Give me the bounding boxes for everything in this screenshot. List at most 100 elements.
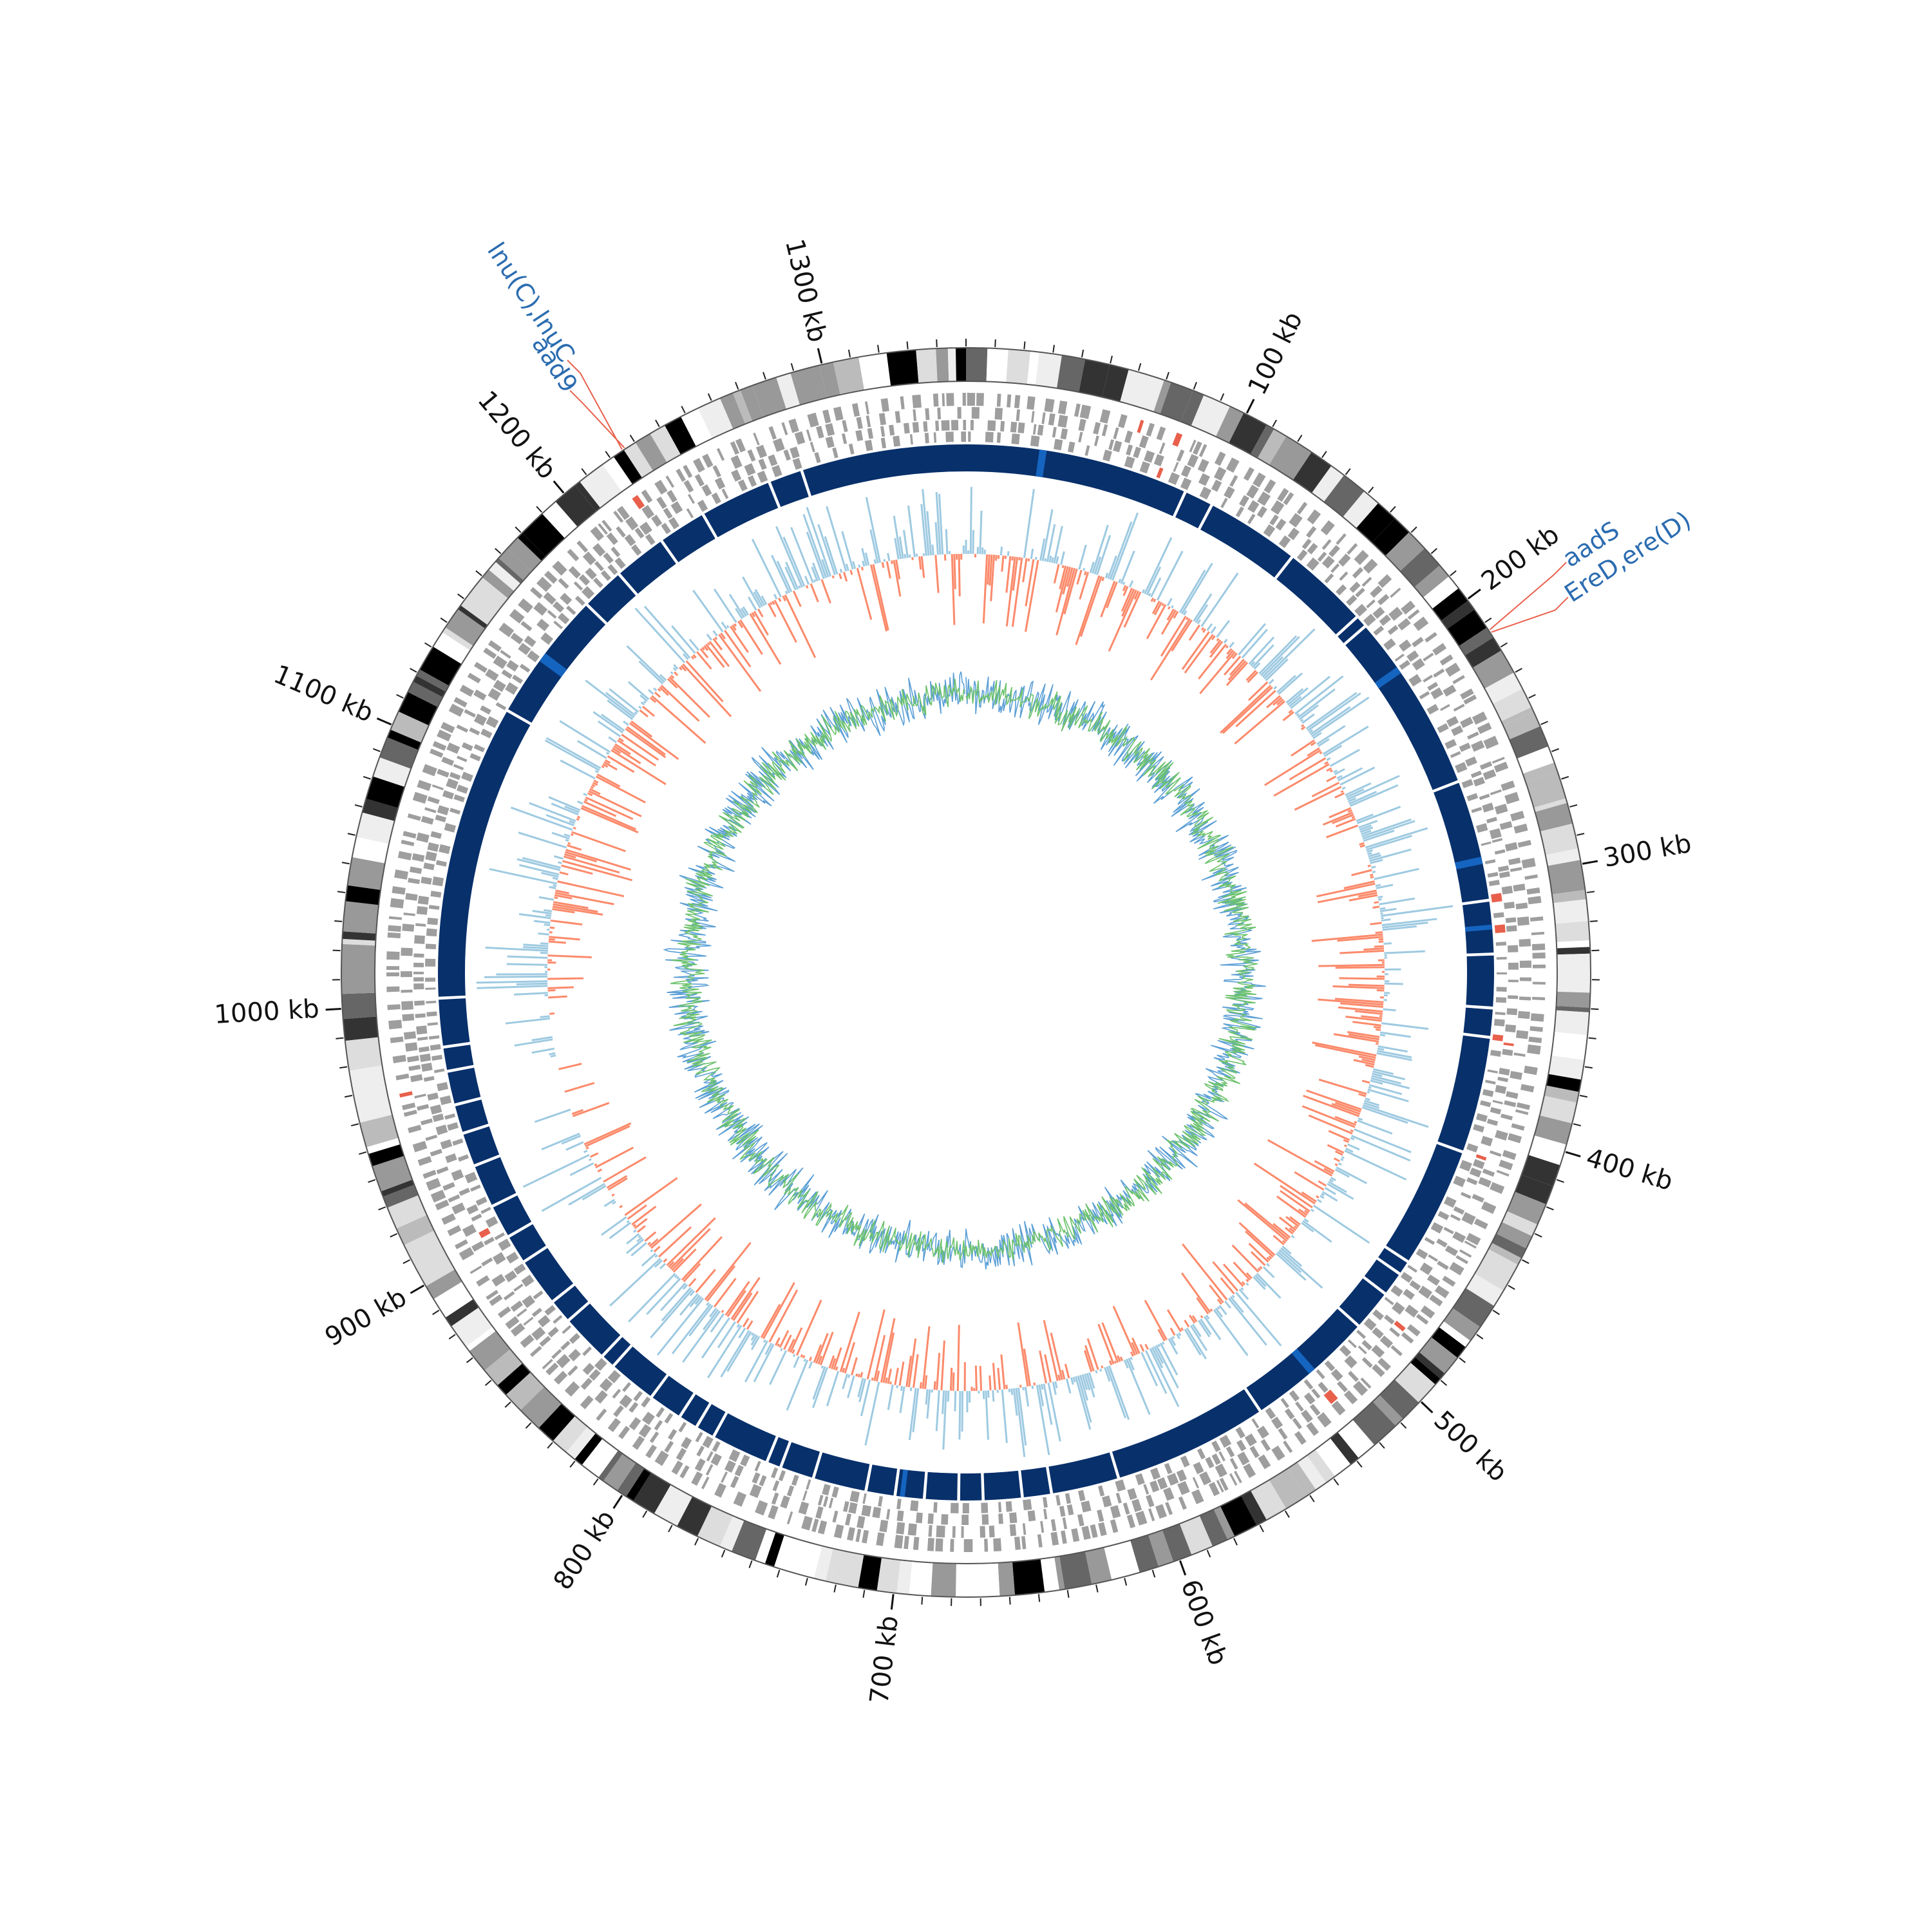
skew-negative-bar — [1219, 685, 1272, 734]
skew-negative-bar — [817, 1355, 823, 1365]
gene-feature — [768, 454, 778, 467]
gene-feature — [580, 1378, 592, 1390]
gene-feature — [912, 422, 920, 433]
skew-negative-bar — [550, 919, 583, 926]
skew-positive-bar — [1356, 806, 1401, 824]
skew-positive-bar — [1362, 820, 1416, 840]
skew-negative-bar — [1288, 709, 1293, 714]
gene-feature — [734, 1464, 744, 1477]
skew-negative-bar — [1289, 1216, 1301, 1226]
skew-negative-bar — [1264, 749, 1321, 786]
major-tick — [376, 717, 392, 726]
skew-negative-bar — [1083, 1350, 1093, 1372]
skew-positive-bar — [551, 831, 570, 840]
gene-feature — [1010, 421, 1018, 433]
skew-negative-bar — [1250, 1251, 1266, 1266]
gene-feature — [387, 1004, 401, 1010]
gene-feature — [415, 923, 426, 927]
skew-positive-bar — [926, 511, 933, 556]
gene-feature — [436, 1166, 449, 1175]
gene-feature — [519, 663, 531, 673]
gene-feature — [1493, 761, 1509, 773]
skew-positive-bar — [736, 1323, 741, 1328]
major-tick — [1245, 399, 1255, 414]
gene-feature — [558, 612, 570, 625]
skew-negative-bar — [736, 1291, 759, 1324]
skew-positive-bar — [1364, 1099, 1380, 1106]
skew-positive-bar — [942, 1390, 947, 1450]
gene-feature — [1436, 1238, 1448, 1248]
skew-positive-bar — [1313, 1204, 1370, 1244]
skew-negative-bar — [1209, 1308, 1213, 1312]
gene-feature — [629, 1401, 639, 1413]
skew-negative-bar — [1280, 1184, 1313, 1209]
skew-negative-bar — [554, 891, 614, 905]
skew-negative-bar — [1027, 558, 1030, 562]
minor-tick — [776, 1569, 781, 1578]
skew-positive-bar — [858, 1378, 867, 1403]
gene-feature — [1483, 735, 1499, 750]
skew-negative-bar — [1279, 1189, 1311, 1213]
gene-feature — [582, 551, 596, 565]
gene-feature — [1510, 1070, 1523, 1080]
skew-negative-bar — [701, 647, 705, 651]
skew-positive-bar — [1216, 620, 1230, 638]
skew-positive-bar — [738, 1327, 746, 1339]
skew-negative-bar — [851, 1357, 858, 1376]
minor-tick — [1440, 1379, 1448, 1386]
gene-feature — [755, 1500, 768, 1516]
gene-feature — [1372, 1327, 1384, 1339]
gene-feature — [1126, 444, 1133, 456]
gene-feature — [848, 1502, 858, 1514]
skew-negative-bar — [718, 634, 762, 692]
skew-negative-bar — [1064, 1363, 1070, 1379]
gene-feature — [701, 1476, 710, 1490]
skew-positive-bar — [1365, 1097, 1370, 1101]
gene-feature — [513, 1283, 524, 1292]
skew-negative-bar — [724, 629, 752, 668]
skew-negative-bar — [674, 671, 679, 676]
minor-tick — [1430, 547, 1437, 554]
skew-negative-bar — [666, 1217, 716, 1266]
skew-negative-bar — [1023, 1349, 1031, 1387]
gene-feature — [414, 1094, 426, 1099]
skew-negative-bar — [1340, 1002, 1383, 1008]
minor-tick — [1284, 1510, 1290, 1518]
gene-feature — [616, 526, 626, 538]
gene-feature — [851, 402, 860, 417]
skew-negative-bar — [1222, 1264, 1244, 1287]
gene-feature — [1168, 472, 1180, 486]
skew-positive-bar — [1179, 569, 1206, 613]
skew-negative-bar — [789, 1327, 803, 1353]
skew-positive-bar — [560, 759, 596, 780]
skew-negative-bar — [924, 1375, 928, 1390]
skew-positive-bar — [1371, 1075, 1401, 1084]
skew-negative-bar — [1241, 1281, 1246, 1285]
gene-feature — [408, 878, 421, 884]
gene-feature — [791, 1474, 799, 1486]
gene-feature — [427, 1022, 439, 1026]
skew-negative-bar — [956, 1325, 960, 1391]
gene-feature — [1490, 1050, 1502, 1057]
skew-positive-bar — [1370, 1079, 1383, 1085]
gene-feature — [941, 420, 950, 431]
gene-feature — [518, 598, 533, 613]
gene-feature — [937, 407, 941, 420]
skew-negative-bar — [1351, 869, 1372, 876]
gene-feature — [1418, 1285, 1433, 1299]
skew-positive-bar — [1327, 1182, 1354, 1200]
skew-positive-bar — [842, 1373, 849, 1390]
ideogram-band — [813, 1546, 833, 1582]
minor-tick — [334, 920, 343, 922]
gene-feature — [558, 578, 569, 589]
skew-positive-bar — [1273, 685, 1278, 690]
gene-feature — [1215, 1463, 1227, 1478]
skew-negative-bar — [627, 1204, 647, 1220]
skew-positive-bar — [1379, 907, 1397, 913]
skew-negative-bar — [872, 564, 889, 631]
gene-feature — [1440, 704, 1450, 712]
gene-feature — [1361, 1340, 1372, 1350]
ideogram-band — [484, 1349, 523, 1386]
minor-tick — [484, 1379, 492, 1386]
skew-negative-bar — [1018, 557, 1021, 561]
